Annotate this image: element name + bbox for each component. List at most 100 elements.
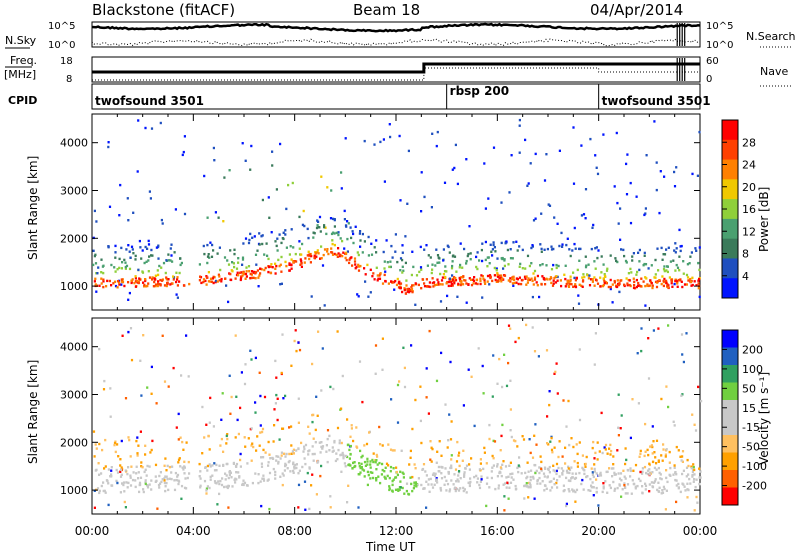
power-cell [290, 267, 293, 270]
power-cell [495, 267, 498, 270]
power-cell [129, 256, 132, 259]
power-cell [593, 284, 596, 287]
velocity-cell [371, 458, 374, 462]
velocity-cell [360, 456, 363, 459]
power-cell [373, 143, 376, 146]
velocity-cell [308, 507, 311, 511]
velocity-cell [381, 462, 384, 466]
power-cell [614, 257, 617, 260]
colorbar-swatch [722, 120, 738, 141]
velocity-cell [285, 452, 288, 456]
power-cell [673, 185, 677, 188]
velocity-cell [509, 472, 512, 476]
velocity-cell [485, 504, 488, 508]
velocity-cell [171, 465, 174, 468]
power-cell [244, 159, 247, 162]
power-cell [604, 275, 607, 278]
velocity-cell [107, 482, 110, 485]
power-cell [379, 140, 382, 144]
power-cell [448, 277, 452, 280]
velocity-cell [591, 473, 594, 476]
power-cell [251, 236, 254, 239]
velocity-cell [473, 475, 476, 479]
velocity-cell [532, 477, 535, 480]
velocity-cell [209, 475, 212, 479]
power-cell [673, 170, 676, 174]
velocity-cell [104, 438, 107, 442]
power-cell [450, 267, 454, 270]
velocity-cell [602, 487, 605, 490]
velocity-cell [492, 354, 495, 357]
power-cell [674, 242, 677, 245]
power-cell [330, 247, 333, 250]
power-cell [624, 259, 628, 263]
cpid-segment-label: twofsound 3501 [95, 94, 204, 108]
power-cell [126, 197, 129, 200]
velocity-cell [591, 481, 594, 484]
power-cell [584, 255, 587, 258]
velocity-cell [435, 379, 439, 383]
power-cell [650, 281, 653, 285]
velocity-cell [226, 462, 229, 466]
power-cell [675, 263, 678, 267]
power-cell [207, 253, 210, 256]
power-cell [569, 254, 572, 258]
velocity-cell [341, 451, 344, 455]
y-tick-label: 3000 [60, 184, 88, 197]
power-cell [617, 283, 620, 287]
power-cell [333, 218, 336, 221]
noise-search-line [91, 38, 701, 47]
velocity-cell [251, 442, 254, 445]
power-cell [397, 281, 400, 285]
power-cell [114, 284, 118, 288]
velocity-cell [453, 473, 456, 476]
power-cell [158, 283, 161, 286]
power-cell [623, 254, 626, 258]
power-cell [156, 269, 159, 272]
power-cell [260, 268, 263, 271]
power-cell [629, 181, 632, 185]
velocity-cell [182, 468, 185, 471]
velocity-cell [450, 479, 453, 482]
velocity-cell [143, 470, 146, 474]
colorbar-tick-label: 24 [742, 159, 756, 172]
power-cell [496, 279, 500, 282]
velocity-cell [235, 465, 238, 468]
power-cell [287, 183, 290, 187]
power-cell [366, 263, 369, 267]
power-cell [408, 290, 411, 294]
power-cell [241, 274, 244, 277]
power-cell [492, 243, 495, 247]
power-cell [593, 276, 596, 279]
power-cell [504, 242, 507, 245]
power-cell [148, 190, 151, 193]
velocity-cell [176, 475, 179, 478]
velocity-cell [310, 484, 313, 487]
power-cell [518, 124, 521, 127]
velocity-cell [281, 483, 284, 487]
freq-panel: 18 8 60 0 [60, 56, 719, 85]
velocity-cell [620, 479, 623, 482]
velocity-cell [658, 471, 661, 475]
velocity-cell [608, 484, 611, 487]
velocity-cell [643, 454, 646, 458]
power-cell [127, 219, 130, 222]
power-cell [478, 259, 481, 262]
power-cell [335, 253, 338, 256]
velocity-cell [120, 439, 123, 443]
velocity-cell [402, 472, 405, 476]
power-cell [552, 263, 555, 267]
velocity-cell [317, 330, 320, 333]
velocity-cell [543, 484, 547, 487]
power-cell [209, 277, 213, 280]
velocity-cell [500, 434, 503, 438]
power-cell [493, 246, 496, 249]
velocity-cell [459, 477, 462, 480]
power-cell [501, 277, 504, 280]
power-cell [530, 246, 533, 250]
power-cell [483, 280, 486, 284]
velocity-cell [104, 491, 107, 494]
power-cell [609, 278, 612, 282]
velocity-cell [522, 438, 526, 441]
velocity-cell [578, 348, 581, 351]
